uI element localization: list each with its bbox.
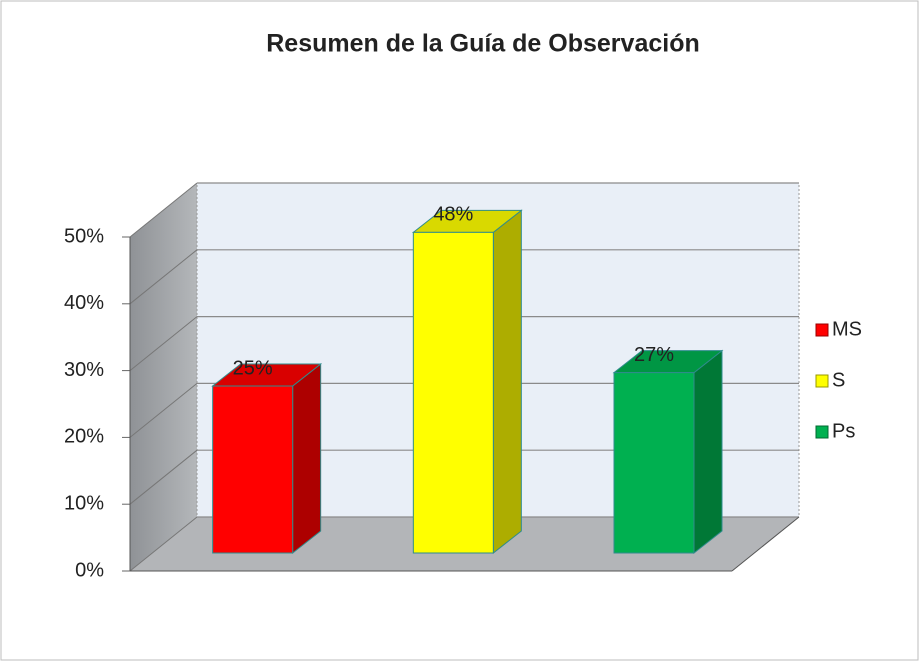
data-label: 27% xyxy=(634,344,674,366)
y-tick-label: 10% xyxy=(64,492,104,514)
bar xyxy=(411,209,523,555)
grid-line-side xyxy=(129,516,198,572)
legend-label: MS xyxy=(832,318,862,340)
legend-swatch xyxy=(815,374,829,388)
chart-title: Resumen de la Guía de Observación xyxy=(266,30,699,58)
data-label: 25% xyxy=(233,357,273,379)
grid-line-side xyxy=(129,449,198,505)
grid-line-side xyxy=(129,182,198,238)
data-label: 48% xyxy=(433,204,473,226)
left-wall xyxy=(130,183,197,571)
y-tick-label: 40% xyxy=(64,292,104,314)
y-tick-label: 30% xyxy=(64,359,104,381)
bar-side xyxy=(693,349,723,555)
x-axis-side xyxy=(731,516,800,572)
bar-front xyxy=(212,385,294,554)
bar-side xyxy=(492,209,522,555)
grid-line-side xyxy=(129,316,198,371)
grid-line-side xyxy=(129,249,198,305)
grid-line-side xyxy=(129,383,198,438)
bar-front xyxy=(613,372,695,554)
bar xyxy=(211,362,323,555)
legend-swatch xyxy=(815,425,829,439)
bar-front xyxy=(412,231,494,554)
bar xyxy=(612,349,724,555)
legend-swatch xyxy=(815,323,829,337)
legend-label: Ps xyxy=(832,420,855,442)
y-tick-label: 0% xyxy=(75,559,104,581)
legend-label: S xyxy=(832,369,845,391)
bar-side xyxy=(292,362,322,555)
y-tick-label: 20% xyxy=(64,426,104,448)
y-tick-label: 50% xyxy=(64,225,104,247)
